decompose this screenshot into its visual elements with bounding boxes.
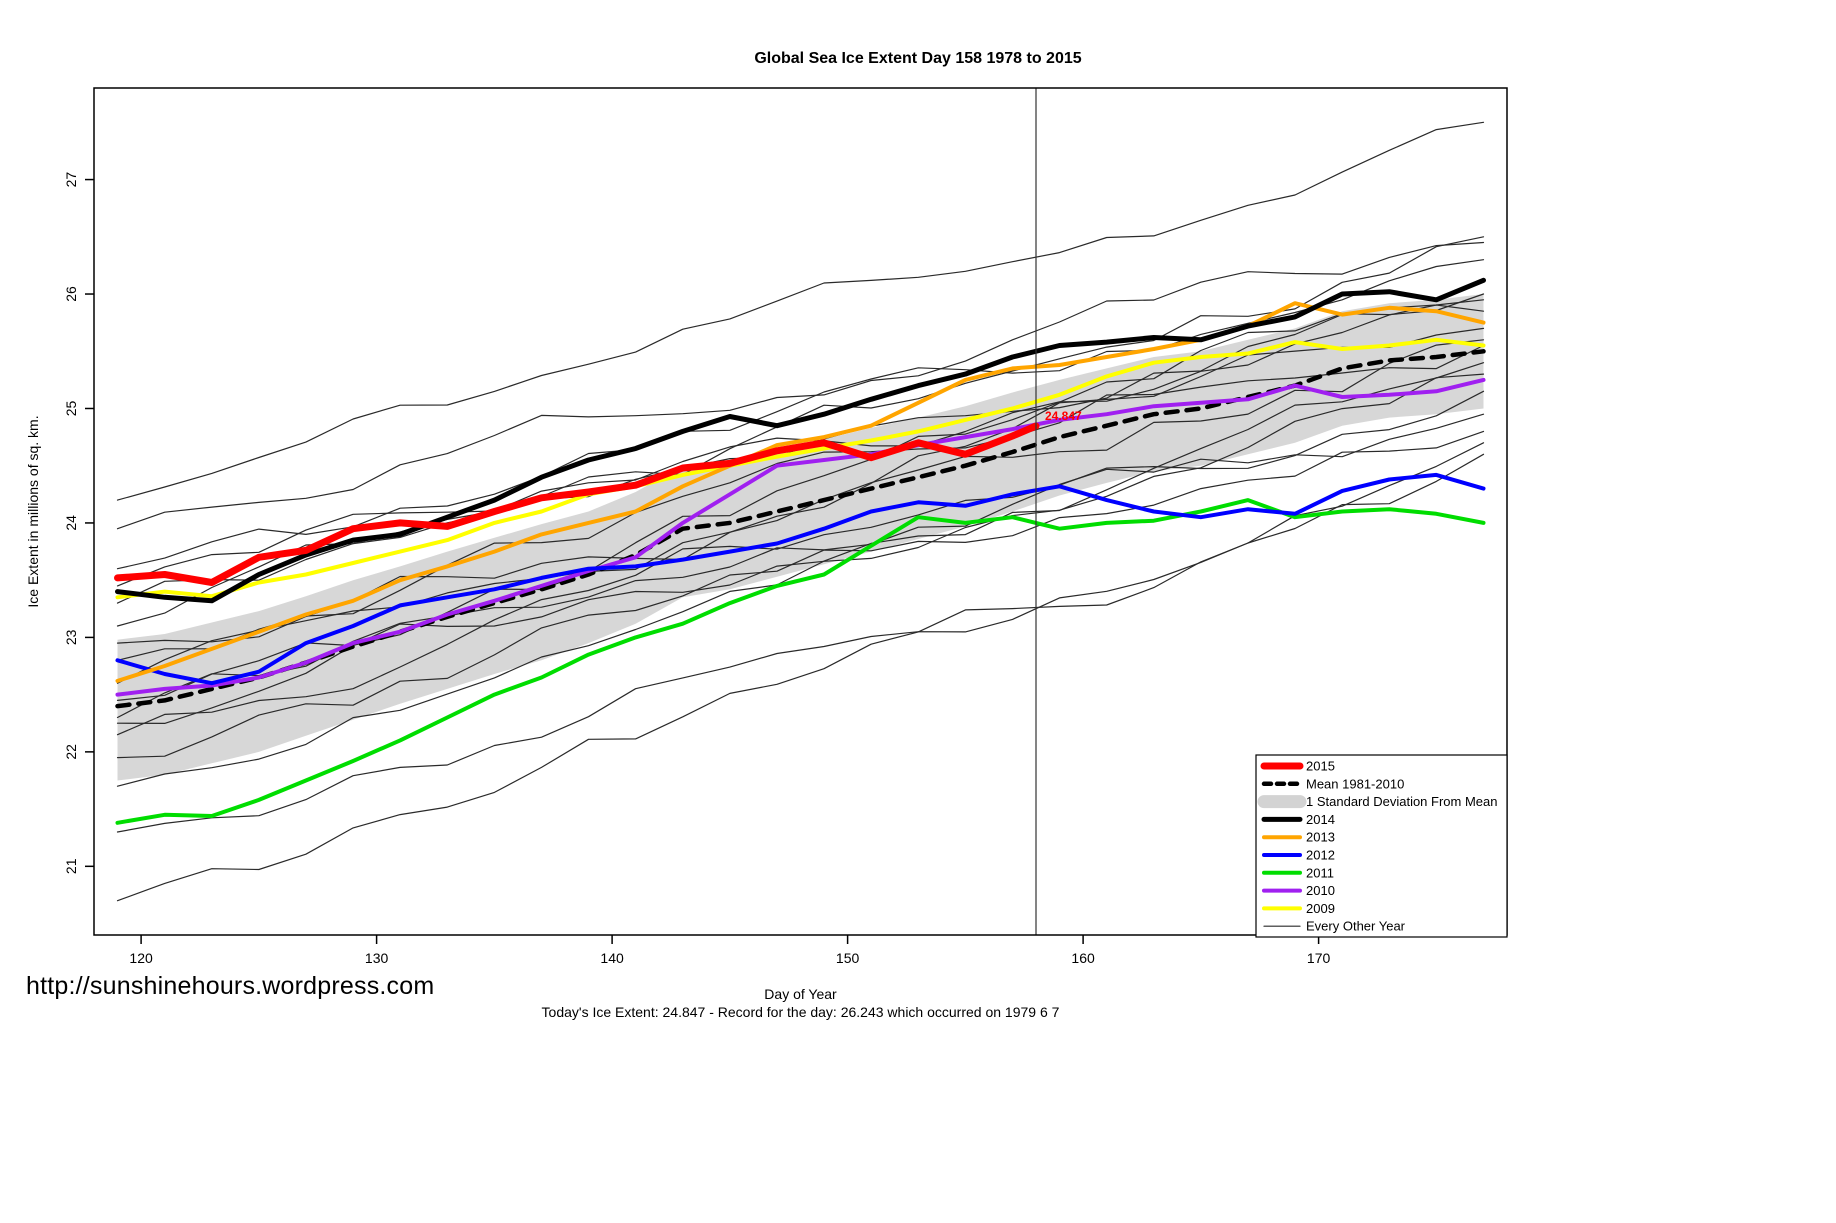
legend-label: Every Other Year xyxy=(1306,919,1406,934)
y-axis-label: Ice Extent in millions of sq. km. xyxy=(25,415,41,607)
x-tick-label: 170 xyxy=(1307,950,1331,966)
x-tick-label: 150 xyxy=(836,950,860,966)
legend-label: 2013 xyxy=(1306,830,1335,845)
x-tick-label: 130 xyxy=(365,950,389,966)
source-url: http://sunshinehours.wordpress.com xyxy=(26,972,435,1000)
every-other-year-line xyxy=(116,121,1485,501)
every-other-year-line xyxy=(116,430,1485,759)
legend-label: Mean 1981-2010 xyxy=(1306,776,1404,791)
y-tick-label: 24 xyxy=(63,515,79,531)
plot-border xyxy=(93,87,1508,936)
todays-extent-note: Today's Ice Extent: 24.847 - Record for … xyxy=(541,1004,1060,1020)
every-other-year-line xyxy=(116,453,1485,833)
y-tick-label: 26 xyxy=(63,286,79,302)
every-other-year-line xyxy=(116,241,1485,530)
series-line-2010 xyxy=(115,377,1486,697)
y-tick-label: 22 xyxy=(63,744,79,760)
series-line-2014 xyxy=(115,277,1486,604)
legend-label: 1 Standard Deviation From Mean xyxy=(1306,794,1497,809)
y-tick-label: 25 xyxy=(63,401,79,417)
legend-label: 2010 xyxy=(1306,883,1335,898)
x-tick-label: 160 xyxy=(1071,950,1095,966)
series-line-2009 xyxy=(115,337,1486,600)
legend-label: 2009 xyxy=(1306,901,1335,916)
x-tick-label: 140 xyxy=(600,950,624,966)
x-tick-label: 120 xyxy=(129,950,153,966)
every-other-year-line xyxy=(116,390,1485,736)
every-other-year-line xyxy=(116,339,1485,684)
chart-title: Global Sea Ice Extent Day 158 1978 to 20… xyxy=(754,50,1082,67)
legend-label: 2012 xyxy=(1306,848,1335,863)
legend-label: 2014 xyxy=(1306,812,1335,827)
todays-value-annotation: 24.847 xyxy=(1045,409,1082,423)
y-tick-label: 27 xyxy=(63,172,79,188)
legend-label: 2015 xyxy=(1306,759,1335,774)
every-other-year-line xyxy=(116,344,1485,661)
series-line-2012 xyxy=(115,472,1486,686)
y-tick-label: 21 xyxy=(63,858,79,874)
x-axis-label: Day of Year xyxy=(764,986,837,1002)
series-line-2015 xyxy=(114,422,1040,586)
every-other-year-line xyxy=(116,236,1485,604)
y-tick-label: 23 xyxy=(63,629,79,645)
legend-label: 2011 xyxy=(1306,865,1334,880)
every-other-year-line xyxy=(116,442,1485,902)
series-line-2011 xyxy=(115,498,1486,825)
every-other-year-line xyxy=(116,362,1485,787)
sea-ice-extent-chart: 24.847 120 130 140 150 160 170 21 22 23 24 25 26 27 Ic… xyxy=(25,87,1508,966)
